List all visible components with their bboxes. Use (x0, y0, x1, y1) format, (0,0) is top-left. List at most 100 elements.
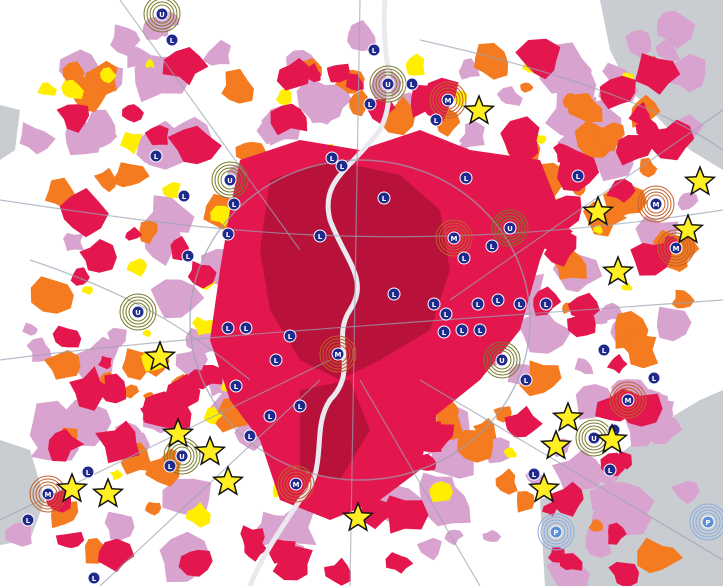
marker-label: L (318, 233, 323, 241)
road (359, 379, 481, 586)
marker-label: L (372, 47, 377, 55)
high-density-patch (615, 131, 654, 166)
marker-label: L (602, 347, 607, 355)
low-activity-patch (210, 205, 235, 227)
road (349, 0, 361, 586)
marker-ring (643, 191, 669, 217)
marker-label: U (507, 225, 513, 233)
marker-label: L (518, 301, 523, 309)
marker-label: L (490, 243, 495, 251)
marker-label: L (462, 255, 467, 263)
high-density-patch (95, 420, 140, 464)
high-density-patch (240, 525, 265, 547)
marker-ring (152, 4, 172, 24)
marker-L: L (243, 429, 257, 443)
marker-label: L (244, 325, 249, 333)
marker-ring (537, 513, 575, 551)
marker-ring (172, 446, 192, 466)
high-density-patch (55, 531, 85, 549)
marker-L: L (491, 293, 505, 307)
l-marker-icon (527, 467, 541, 481)
low-activity-patch (192, 316, 213, 336)
ring-road (189, 159, 531, 481)
m-marker-icon (447, 231, 461, 245)
l-marker-icon (473, 323, 487, 337)
high-density-patch (144, 125, 169, 146)
marker-ring (432, 84, 464, 116)
marker-L: L (367, 43, 381, 57)
marker-label: L (340, 163, 345, 171)
high-density-patch (345, 73, 364, 91)
high-density-patch (500, 116, 540, 164)
marker-label: L (444, 311, 449, 319)
marker-ring (444, 228, 464, 248)
marker-ring (169, 443, 195, 469)
marker-label: L (432, 301, 437, 309)
marker-ring (486, 344, 518, 376)
medium-density-patch (516, 491, 535, 513)
marker-label: M (625, 397, 632, 405)
road (0, 359, 331, 521)
marker-ring (618, 390, 638, 410)
medium-density-patch (639, 157, 658, 178)
outside-area-west (0, 105, 20, 160)
marker-label: L (330, 155, 335, 163)
u-marker-icon (155, 7, 169, 21)
marker-L: L (239, 321, 253, 335)
low-density-patch (662, 53, 706, 93)
u-marker-icon (175, 449, 189, 463)
marker-ring (319, 335, 357, 373)
marker-label: U (159, 11, 165, 19)
high-density-patch (70, 267, 90, 286)
marker-label: L (410, 81, 415, 89)
marker-L: L (387, 287, 401, 301)
marker-label: L (476, 301, 481, 309)
l-marker-icon (519, 373, 533, 387)
l-marker-icon (163, 459, 177, 473)
low-density-patch (22, 322, 38, 336)
marker-U: U (211, 161, 249, 199)
star-icon (143, 339, 177, 371)
l-marker-icon (485, 239, 499, 253)
l-marker-icon (455, 323, 469, 337)
low-density-patch (516, 312, 572, 354)
marker-label: M (673, 245, 680, 253)
marker-L: L (571, 169, 585, 183)
marker-label: M (45, 491, 52, 499)
marker-label: L (382, 195, 387, 203)
low-density-patch (150, 279, 205, 319)
marker-M: M (429, 81, 467, 119)
marker-ring (543, 519, 569, 545)
marker-L: L (293, 399, 307, 413)
marker-L: L (21, 513, 35, 527)
marker-label: L (524, 377, 529, 385)
medium-density-patch (566, 93, 603, 123)
marker-L: L (597, 343, 611, 357)
l-marker-icon (243, 429, 257, 443)
l-marker-icon (647, 371, 661, 385)
marker-L: L (87, 571, 101, 585)
marker-label: L (532, 471, 537, 479)
low-activity-patch (621, 282, 633, 291)
marker-L: L (471, 297, 485, 311)
marker-ring (32, 478, 64, 510)
m-marker-icon (621, 393, 635, 407)
marker-M: M (637, 185, 675, 223)
marker-ring (546, 522, 566, 542)
high-density-patch (606, 178, 636, 203)
low-density-patch (29, 400, 88, 451)
marker-label: L (268, 413, 273, 421)
marker-ring (149, 1, 175, 27)
marker-label: U (591, 435, 597, 443)
low-density-patch (482, 529, 502, 542)
high-density-patch (56, 104, 90, 133)
medium-density-patch (519, 360, 562, 397)
high-density-patch (324, 557, 351, 586)
l-marker-icon (429, 113, 443, 127)
l-marker-icon (21, 513, 35, 527)
marker-U: U (143, 0, 181, 33)
marker-label: L (464, 175, 469, 183)
marker-label: L (154, 153, 159, 161)
